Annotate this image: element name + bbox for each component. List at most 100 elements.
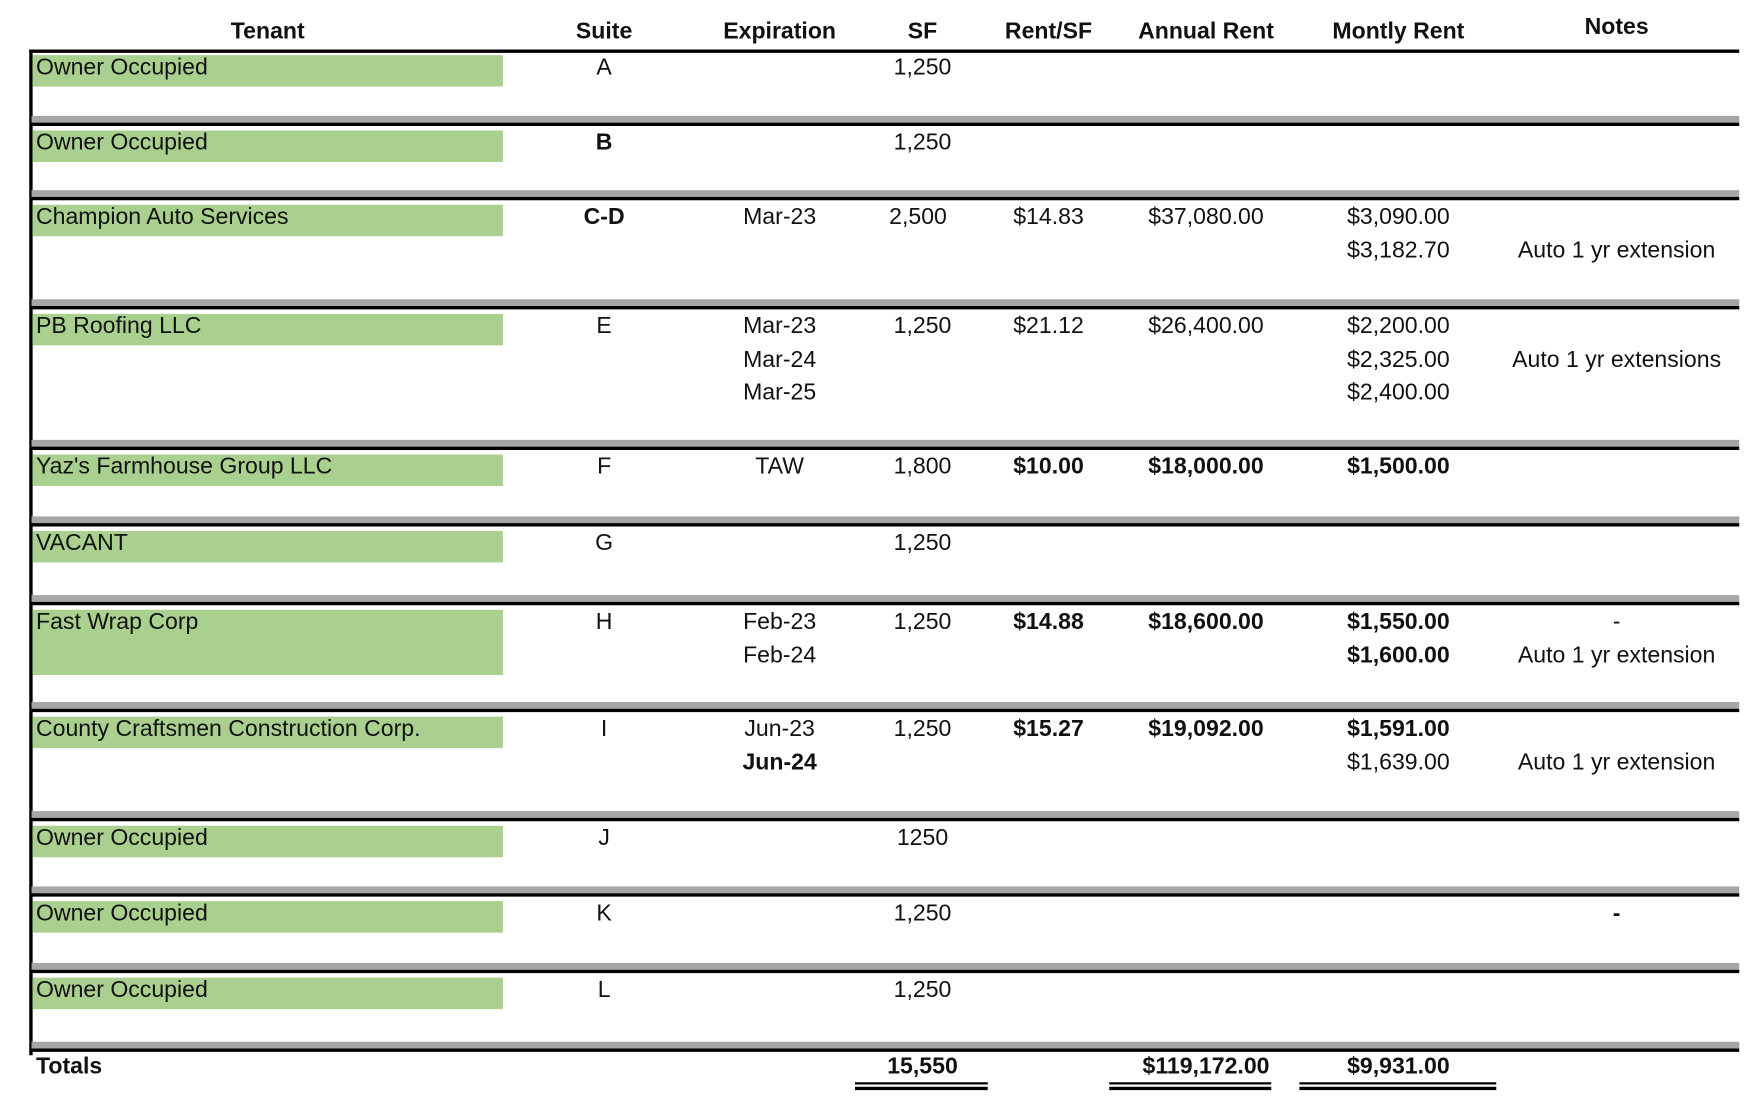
cell-tenant: Champion Auto Services: [36, 203, 289, 230]
cell-sf: 1,250: [893, 529, 952, 556]
separator-gray: [31, 516, 1740, 524]
double-underline: [1299, 1086, 1497, 1091]
cell-expiration: Mar-23: [743, 312, 817, 339]
separator-gray: [31, 190, 1740, 197]
cell-notes: -: [1612, 900, 1621, 926]
tenant-highlight: [32, 204, 503, 237]
cell-annual-rent: $18,600.00: [1148, 608, 1264, 635]
cell-suite: H: [595, 608, 613, 635]
cell-expiration: Mar-24: [743, 345, 817, 372]
cell-monthly-rent: $2,400.00: [1347, 379, 1450, 405]
cell-monthly-rent: $1,550.00: [1347, 608, 1450, 635]
cell-suite: J: [598, 824, 610, 851]
cell-monthly-rent: $1,500.00: [1347, 453, 1450, 480]
separator-gray: [31, 439, 1740, 447]
cell-sf: 1,250: [893, 976, 952, 1003]
tenant-highlight: [32, 716, 503, 749]
tenant-highlight: [32, 609, 503, 675]
separator-black: [31, 122, 1740, 126]
separator-gray: [31, 299, 1740, 306]
cell-monthly-rent: $3,090.00: [1347, 203, 1450, 230]
cell-annual-rent: $26,400.00: [1148, 312, 1264, 339]
cell-suite: F: [597, 453, 612, 480]
cell-sf: 1,250: [893, 608, 952, 635]
cell-annual-rent: $37,080.00: [1148, 203, 1264, 230]
separator-gray: [31, 811, 1740, 818]
cell-monthly-rent: $2,200.00: [1347, 312, 1450, 339]
cell-tenant: Owner Occupied: [36, 824, 208, 851]
double-underline: [855, 1082, 988, 1085]
cell-notes: Auto 1 yr extension: [1517, 236, 1716, 263]
cell-tenant: County Craftsmen Construction Corp.: [36, 715, 421, 742]
separator-gray: [31, 1041, 1740, 1049]
cell-sf: 1,250: [893, 54, 952, 80]
cell-rent-sf: $10.00: [1013, 453, 1084, 480]
cell-suite: G: [595, 529, 614, 556]
tenant-highlight: [32, 901, 503, 933]
separator-black: [31, 969, 1740, 974]
cell-notes: Auto 1 yr extension: [1517, 748, 1716, 775]
cell-expiration: Mar-25: [743, 379, 817, 405]
cell-rent-sf: $15.27: [1013, 715, 1084, 742]
double-underline: [1109, 1082, 1272, 1085]
totals-monthly: $9,931.00: [1347, 1053, 1450, 1079]
cell-suite: K: [596, 900, 612, 926]
cell-expiration: Jun-24: [742, 748, 817, 775]
cell-expiration: Feb-23: [743, 608, 817, 635]
tenant-highlight: [32, 454, 503, 486]
tenant-highlight: [32, 977, 503, 1010]
cell-expiration: Feb-24: [743, 641, 817, 668]
cell-rent-sf: $14.83: [1013, 203, 1084, 230]
separator-black: [31, 708, 1740, 713]
cell-expiration: Jun-23: [744, 715, 815, 742]
cell-notes: Auto 1 yr extensions: [1512, 345, 1722, 372]
cell-tenant: Owner Occupied: [36, 129, 208, 156]
cell-suite: A: [596, 54, 612, 80]
rule: [29, 49, 1740, 53]
cell-tenant: PB Roofing LLC: [36, 312, 202, 339]
separator-gray: [31, 702, 1740, 709]
column-header: Rent/SF: [1004, 18, 1093, 44]
cell-suite: C-D: [583, 203, 625, 230]
cell-sf: 2,500: [889, 203, 947, 230]
cell-rent-sf: $21.12: [1013, 312, 1084, 339]
cell-tenant: Owner Occupied: [36, 900, 208, 926]
cell-notes: Auto 1 yr extension: [1517, 641, 1716, 668]
separator-black: [31, 196, 1740, 201]
cell-suite: B: [595, 129, 613, 156]
column-header: Suite: [575, 18, 633, 44]
cell-monthly-rent: $1,639.00: [1347, 748, 1450, 775]
cell-tenant: Owner Occupied: [36, 54, 208, 80]
cell-sf: 1250: [896, 824, 949, 851]
double-underline: [855, 1086, 988, 1091]
column-header: Notes: [1584, 13, 1649, 40]
tenant-highlight: [32, 313, 503, 346]
double-underline: [1299, 1082, 1497, 1085]
cell-sf: 1,250: [893, 129, 952, 156]
cell-expiration: TAW: [755, 453, 804, 480]
column-header: Expiration: [723, 18, 837, 44]
tenant-highlight: [32, 55, 503, 87]
cell-annual-rent: $18,000.00: [1148, 453, 1264, 480]
cell-expiration: Mar-23: [743, 203, 817, 230]
tenant-highlight: [32, 130, 503, 162]
column-header: SF: [907, 18, 938, 44]
separator-gray: [31, 886, 1740, 894]
totals-sf: 15,550: [887, 1053, 958, 1079]
cell-monthly-rent: $3,182.70: [1347, 236, 1450, 263]
cell-sf: 1,250: [893, 312, 952, 339]
cell-tenant: Owner Occupied: [36, 976, 208, 1003]
separator-black: [31, 893, 1740, 897]
separator-black: [31, 306, 1740, 310]
cell-monthly-rent: $1,600.00: [1347, 641, 1450, 668]
cell-tenant: Yaz's Farmhouse Group LLC: [36, 453, 333, 480]
column-header: Tenant: [230, 18, 305, 44]
cell-suite: L: [597, 976, 611, 1003]
totals-annual: $119,172.00: [1142, 1053, 1270, 1079]
cell-notes: -: [1612, 608, 1621, 635]
cell-sf: 1,250: [893, 715, 952, 742]
tenant-highlight: [32, 531, 503, 563]
cell-monthly-rent: $1,591.00: [1347, 715, 1450, 742]
cell-rent-sf: $14.88: [1013, 608, 1084, 635]
